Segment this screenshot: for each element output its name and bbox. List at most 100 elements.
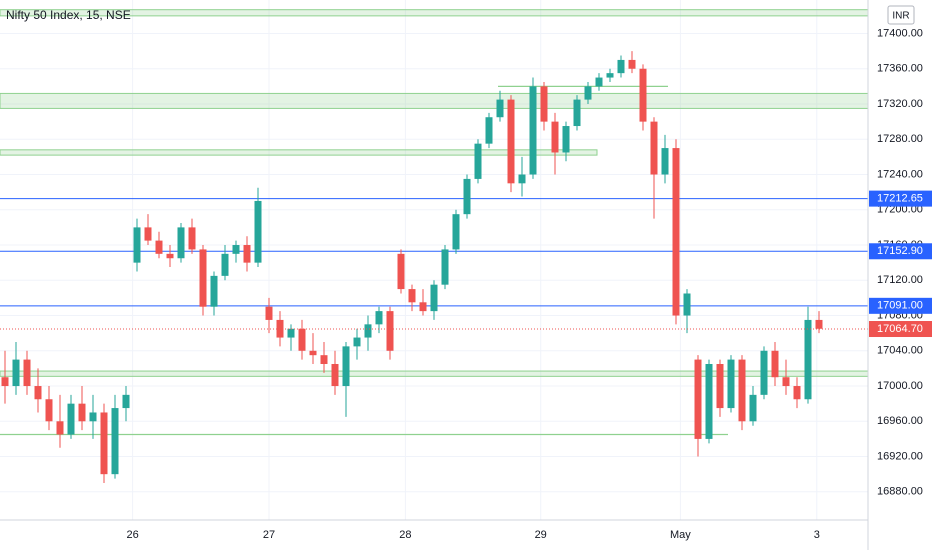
candle-body — [782, 377, 790, 387]
candle-body — [89, 412, 97, 422]
candle-body — [309, 350, 317, 356]
candle-body — [45, 399, 53, 422]
candle-body — [760, 350, 768, 395]
candle-body — [661, 148, 669, 175]
candle-body — [243, 245, 251, 263]
candle-body — [397, 253, 405, 290]
candle-body — [100, 412, 108, 475]
candle-body — [265, 306, 273, 320]
candle-body — [452, 214, 460, 250]
candle-body — [56, 421, 64, 435]
y-tick-label: 16880.00 — [877, 486, 923, 498]
y-tick-label: 17360.00 — [877, 63, 923, 75]
y-tick-label: 17240.00 — [877, 168, 923, 180]
candle-body — [463, 178, 471, 215]
candle-body — [298, 328, 306, 351]
candle-body — [716, 364, 724, 409]
y-tick-label: 16960.00 — [877, 415, 923, 427]
candle-body — [177, 227, 185, 259]
candle-body — [430, 284, 438, 312]
y-tick-label: 16920.00 — [877, 450, 923, 462]
candle-body — [672, 148, 680, 316]
y-axis: 16880.00 16920.00 16960.00 17000.00 17040.00… — [126, 27, 932, 541]
candle-body — [342, 346, 350, 387]
candle-body — [287, 328, 295, 338]
candle-body — [441, 249, 449, 285]
candle-body — [628, 59, 636, 69]
level-tag — [869, 190, 932, 207]
candle-body — [705, 364, 713, 439]
level-tag — [869, 243, 932, 260]
candle-body — [67, 403, 75, 435]
x-tick-label: 26 — [126, 529, 138, 541]
candle-body — [540, 86, 548, 122]
candle-body — [155, 240, 163, 254]
candle-body — [518, 174, 526, 184]
x-tick-label: 29 — [535, 529, 547, 541]
candle-body — [606, 73, 614, 78]
plot — [0, 9, 869, 483]
y-tick-label: 17120.00 — [877, 274, 923, 286]
candle-body — [650, 121, 658, 175]
level-tag — [869, 297, 932, 314]
candle-body — [485, 117, 493, 144]
candle-body — [584, 86, 592, 100]
candle-body — [749, 394, 757, 422]
candle-body — [133, 227, 141, 263]
candle-body — [507, 99, 515, 184]
candle-body — [1, 377, 9, 387]
currency: INR — [892, 11, 909, 22]
candle-body — [815, 319, 823, 329]
candle-body — [562, 126, 570, 153]
candle-body — [617, 59, 625, 74]
candle-body — [529, 86, 537, 175]
currency-box[interactable] — [887, 5, 915, 25]
candle-body — [122, 394, 130, 409]
candle-body — [419, 302, 427, 312]
candle-body — [573, 99, 581, 127]
candle-body — [375, 311, 383, 325]
candle-body — [12, 359, 20, 387]
candle-body — [199, 249, 207, 307]
candle-body — [474, 143, 482, 179]
candle-body — [804, 319, 812, 400]
candle-body — [793, 386, 801, 400]
candle-body — [364, 324, 372, 338]
candle-body — [551, 121, 559, 153]
candle-body — [408, 289, 416, 303]
x-tick-label: 3 — [814, 529, 820, 541]
candle-body — [34, 386, 42, 400]
y-tick-label: 17320.00 — [877, 98, 923, 110]
candle-body — [727, 359, 735, 409]
level-label: 17152.90 — [877, 245, 923, 257]
last-price-label: 17064.70 — [877, 323, 923, 335]
y-tick-label: 17040.00 — [877, 345, 923, 357]
y-tick-label: 17000.00 — [877, 380, 923, 392]
candle-body — [188, 227, 196, 250]
y-tick-label: 17280.00 — [877, 133, 923, 145]
zone — [0, 149, 598, 156]
candle-body — [210, 275, 218, 307]
candle-body — [353, 337, 361, 347]
y-tick-label: 17400.00 — [877, 27, 923, 39]
candle-body — [386, 311, 394, 351]
candle-body — [496, 99, 504, 118]
candle-body — [683, 293, 691, 316]
candle-body — [738, 359, 746, 422]
candle-body — [111, 408, 119, 475]
candle-body — [694, 359, 702, 439]
candle-body — [639, 68, 647, 122]
candle-body — [331, 364, 339, 387]
candle-body — [221, 253, 229, 276]
level-label: 17091.00 — [877, 300, 923, 312]
last-price-tag — [869, 321, 932, 338]
candle-body — [254, 200, 262, 263]
candle-body — [144, 227, 152, 241]
candle-body — [232, 245, 240, 254]
candle-body — [595, 77, 603, 87]
x-tick-label: 28 — [399, 529, 411, 541]
y-tick-label: 17200.00 — [877, 204, 923, 216]
candle-body — [23, 359, 31, 387]
